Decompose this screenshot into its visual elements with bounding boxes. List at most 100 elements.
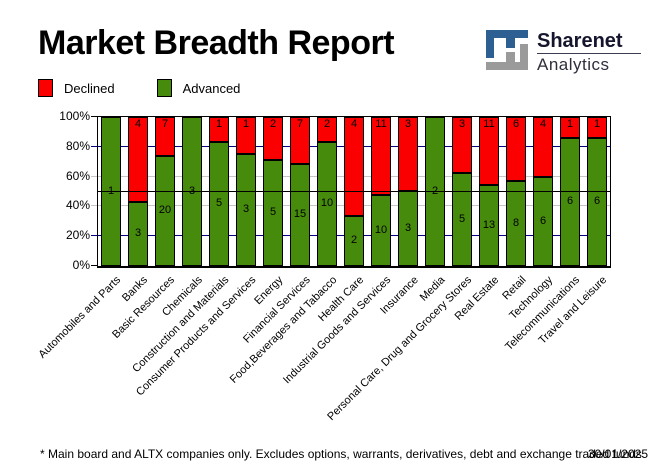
bar-segment-advanced: [182, 117, 202, 266]
bar-segment-declined: [560, 117, 580, 138]
bar-segment-advanced: [479, 185, 499, 266]
declined-count-label: 3: [458, 118, 466, 130]
advanced-count-label: 3: [404, 221, 412, 234]
advanced-count-label: 3: [134, 227, 142, 239]
advanced-count-label: 5: [269, 206, 277, 218]
bar-segment-advanced: [398, 191, 418, 266]
bar-segment-declined: [317, 117, 337, 142]
y-axis-tick: [91, 235, 97, 237]
declined-count-label: 7: [161, 118, 169, 130]
y-axis-tick: [91, 116, 97, 117]
advanced-count-label: 5: [215, 197, 223, 209]
legend-label: Advanced: [182, 80, 241, 96]
bar-segment-advanced: [236, 154, 256, 266]
bar-segment-advanced: [425, 117, 445, 266]
bar-segment-declined: [479, 117, 499, 185]
advanced-count-label: 5: [458, 212, 466, 225]
page-title: Market Breadth Report: [38, 24, 395, 62]
y-axis-label-0%: 0%: [72, 258, 90, 272]
declined-count-label: 1: [566, 118, 574, 130]
declined-count-label: 3: [404, 118, 412, 130]
declined-count-label: 11: [375, 118, 387, 130]
bar-segment-declined: [155, 117, 175, 156]
legend-item-declined: Declined: [38, 79, 115, 97]
chart-legend: Declined Advanced: [38, 79, 282, 97]
y-axis-tick: [91, 205, 97, 207]
bar-segment-advanced: [587, 138, 607, 266]
declined-count-label: 4: [134, 118, 142, 130]
declined-count-label: 2: [269, 118, 277, 130]
report-date: 30/01/2025: [587, 447, 648, 461]
advanced-count-label: 6: [593, 195, 601, 207]
advanced-count-label: 6: [566, 195, 574, 207]
legend-label: Declined: [64, 80, 115, 96]
logo-text: Sharenet Analytics: [537, 30, 641, 75]
bar-segment-declined: [344, 117, 364, 216]
gridline-50: [98, 190, 610, 192]
declined-count-label: 2: [323, 118, 331, 130]
bar-segment-advanced: [560, 138, 580, 266]
y-axis-label-40%: 40%: [65, 198, 90, 213]
advanced-count-label: 3: [242, 203, 250, 215]
advanced-count-label: 2: [350, 234, 358, 246]
bar-segment-advanced: [506, 181, 526, 266]
bar-segment-advanced: [344, 216, 364, 266]
advanced-count-label: 10: [320, 197, 334, 209]
declined-count-label: 1: [215, 118, 223, 130]
y-axis-label-20%: 20%: [65, 228, 90, 243]
declined-count-label: 4: [350, 118, 358, 130]
advanced-count-label: 3: [188, 184, 196, 197]
bar-segment-advanced: [290, 164, 310, 266]
y-axis-label-60%: 60%: [65, 168, 90, 183]
footer-note: * Main board and ALTX companies only. Ex…: [40, 447, 642, 461]
logo-divider: [537, 53, 641, 54]
declined-count-label: 1: [593, 118, 601, 130]
advanced-count-label: 15: [293, 208, 307, 220]
bar-segment-declined: [290, 117, 310, 164]
bar-segment-declined: [371, 117, 391, 195]
bar-segment-advanced: [128, 202, 148, 266]
y-axis-label-80%: 80%: [65, 138, 90, 153]
sharenet-logo-icon: [486, 30, 528, 70]
category-label: Automobiles and Parts: [36, 274, 124, 361]
declined-count-label: 6: [512, 118, 520, 130]
bar-segment-declined: [452, 117, 472, 173]
logo-subtitle: Analytics: [537, 55, 610, 74]
declined-count-label: 1: [242, 118, 250, 130]
bar-segment-declined: [209, 117, 229, 142]
y-axis-tick: [91, 145, 97, 147]
declined-swatch-icon: [38, 79, 53, 97]
y-axis-label-100%: 100%: [59, 109, 90, 123]
declined-count-label: 7: [296, 118, 304, 130]
bar-segment-advanced: [155, 156, 175, 266]
declined-count-label: 4: [539, 118, 547, 130]
y-axis-tick: [91, 175, 97, 177]
bar-segment-advanced: [452, 173, 472, 266]
declined-count-label: 11: [483, 118, 495, 130]
bar-segment-declined: [263, 117, 283, 160]
advanced-count-label: 10: [374, 223, 388, 236]
advanced-count-label: 2: [431, 184, 439, 197]
bar-segment-advanced: [209, 142, 229, 266]
bar-segment-advanced: [317, 142, 337, 266]
bar-segment-advanced: [371, 195, 391, 266]
advanced-count-label: 13: [482, 218, 496, 231]
bar-segment-declined: [506, 117, 526, 181]
plot-area: 1 3 4 20 7 3 5 1 3 1 5 2 15 7 10 2 2 4 10 11 3 3 2 5 3 13 11 8 6 6 4 6 1…: [97, 116, 611, 268]
sharenet-logo: Sharenet Analytics: [486, 30, 641, 75]
advanced-count-label: 1: [107, 184, 115, 197]
advanced-count-label: 20: [158, 204, 172, 216]
bar-segment-declined: [533, 117, 553, 177]
y-axis-tick: [91, 265, 97, 266]
advanced-count-label: 6: [539, 214, 547, 227]
bar-segment-declined: [236, 117, 256, 154]
bar-segment-advanced: [101, 117, 121, 266]
bar-segment-advanced: [263, 160, 283, 266]
advanced-count-label: 8: [512, 216, 520, 229]
legend-item-advanced: Advanced: [156, 79, 241, 97]
logo-brand: Sharenet: [537, 30, 623, 52]
advanced-swatch-icon: [156, 79, 172, 97]
bar-segment-declined: [587, 117, 607, 138]
bar-segment-declined: [128, 117, 148, 202]
